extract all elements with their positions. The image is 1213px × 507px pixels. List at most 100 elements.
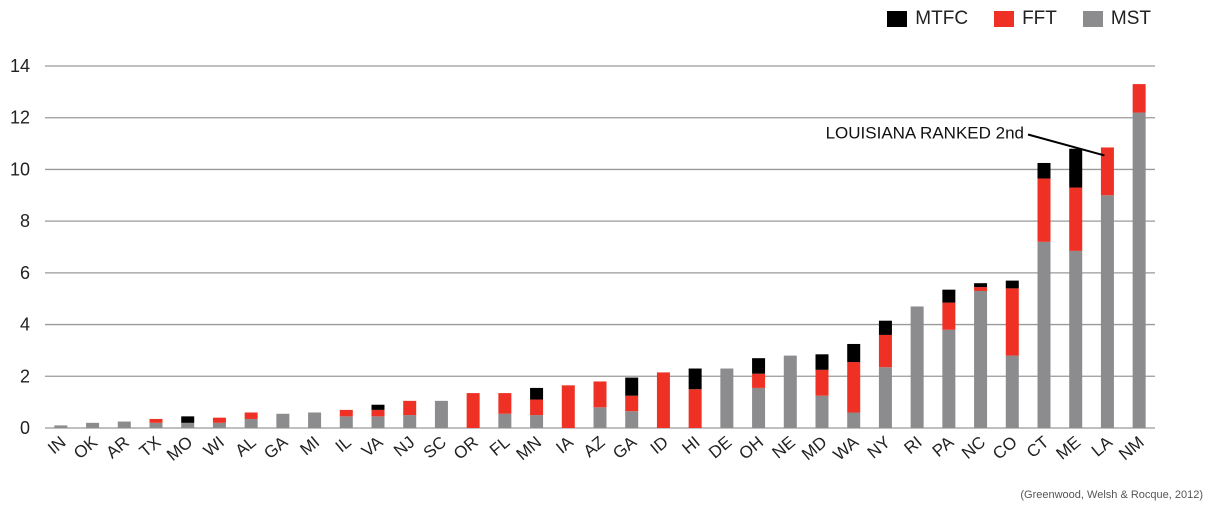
bar-segment-fft	[403, 400, 417, 416]
bar-segment-fft	[1100, 147, 1114, 196]
x-tick-label: CO	[989, 433, 1021, 464]
x-tick-label: GA	[260, 432, 292, 463]
x-tick-label: FL	[486, 433, 513, 460]
bar-segment-mtfc	[1037, 162, 1051, 179]
x-tick-label: OK	[70, 432, 102, 463]
legend-swatch-mst	[1082, 11, 1103, 27]
bar-segment-mtfc	[752, 358, 766, 374]
source-citation: (Greenwood, Welsh & Rocque, 2012)	[1020, 489, 1203, 501]
legend-item-fft: FFT	[994, 8, 1057, 30]
x-tick-label: ME	[1053, 433, 1085, 464]
bar-segment-mst	[308, 412, 322, 428]
bar-segment-mst	[1037, 241, 1051, 428]
bar-segment-mst	[54, 425, 68, 428]
bar-segment-fft	[1132, 84, 1146, 113]
x-tick-label: WI	[200, 433, 228, 461]
bar-segment-fft	[530, 399, 544, 416]
bar-segment-mst	[149, 422, 163, 428]
bar-segment-mst	[1069, 250, 1083, 428]
bar-segment-mst	[593, 407, 607, 428]
bar-segment-fft	[339, 409, 353, 417]
x-tick-label: IN	[44, 433, 69, 458]
x-tick-label: NJ	[390, 433, 418, 461]
x-tick-label: IL	[332, 433, 355, 457]
y-tick-label: 12	[10, 108, 30, 128]
x-tick-label: AL	[232, 433, 260, 461]
bar-segment-mst	[498, 413, 512, 428]
bar-segment-mtfc	[878, 320, 892, 335]
bar-segment-mtfc	[625, 377, 639, 396]
y-tick-label: 8	[20, 211, 30, 231]
bar-segment-mst	[371, 416, 385, 428]
x-tick-label: DE	[705, 433, 735, 463]
bar-segment-fft	[593, 381, 607, 408]
bar-segment-mst	[434, 400, 448, 428]
bar-segment-mtfc	[942, 289, 956, 303]
chart-legend: MTFC FFT MST	[861, 8, 1151, 30]
x-tick-label: NM	[1115, 433, 1147, 465]
bar-segment-mst	[878, 367, 892, 428]
bar-segment-fft	[688, 389, 702, 428]
bar-segment-mtfc	[1005, 280, 1019, 289]
x-tick-label: NY	[864, 433, 894, 463]
bar-segment-fft	[815, 369, 829, 396]
x-tick-label: SC	[420, 433, 450, 463]
bar-segment-mst	[815, 395, 829, 428]
bar-segment-fft	[466, 393, 480, 428]
annotation-label: LOUISIANA RANKED 2nd	[826, 123, 1024, 142]
x-tick-label: IA	[552, 432, 577, 457]
bar-segment-fft	[1069, 187, 1083, 251]
legend-item-mst: MST	[1082, 8, 1151, 30]
bar-segment-mtfc	[181, 416, 195, 423]
bar-segment-fft	[1037, 178, 1051, 242]
bar-segment-fft	[371, 409, 385, 417]
bar-segment-mtfc	[815, 354, 829, 370]
bar-segment-fft	[212, 417, 226, 423]
bar-segment-mst	[974, 290, 988, 428]
x-tick-label: NC	[958, 433, 989, 463]
bar-segment-mst	[117, 421, 131, 428]
bar-segment-mst	[1132, 112, 1146, 429]
bar-segment-fft	[1005, 288, 1019, 356]
bar-segment-mtfc	[847, 343, 861, 363]
y-tick-label: 4	[20, 315, 30, 335]
x-tick-label: HI	[678, 433, 703, 458]
bar-segment-mst	[403, 415, 417, 428]
legend-item-mtfc: MTFC	[887, 8, 968, 30]
annotation-pointer	[1027, 133, 1105, 157]
x-tick-label: WA	[830, 432, 863, 464]
bar-segment-mst	[625, 411, 639, 428]
bar-segment-fft	[244, 412, 258, 419]
bar-segment-mst	[276, 413, 290, 428]
bar-segment-mtfc	[371, 404, 385, 410]
bar-segment-fft	[878, 334, 892, 368]
x-tick-label: GA	[609, 432, 641, 463]
bar-segment-mst	[86, 422, 100, 428]
x-tick-label: TX	[136, 433, 165, 462]
legend-label-mtfc: MTFC	[915, 8, 969, 29]
x-tick-label: VA	[358, 432, 387, 461]
bar-segment-mtfc	[974, 283, 988, 288]
bar-segment-fft	[656, 372, 670, 428]
y-tick-label: 10	[10, 159, 30, 179]
bar-segment-mst	[783, 355, 797, 428]
legend-label-fft: FFT	[1022, 8, 1057, 29]
bar-segment-mst	[339, 416, 353, 428]
bar-segment-mst	[212, 422, 226, 428]
bar-segment-mst	[530, 415, 544, 428]
legend-swatch-fft	[994, 11, 1015, 27]
x-tick-label: OH	[735, 433, 767, 464]
bar-segment-mtfc	[688, 368, 702, 390]
x-tick-label: RI	[900, 433, 925, 458]
y-tick-label: 14	[10, 56, 30, 76]
bar-segment-mst	[752, 387, 766, 428]
bar-segment-fft	[625, 395, 639, 412]
bar-segment-mst	[847, 412, 861, 428]
y-tick-label: 2	[20, 366, 30, 386]
bar-segment-fft	[974, 287, 988, 291]
x-tick-label: AZ	[580, 433, 609, 462]
legend-swatch-mtfc	[887, 11, 908, 27]
bar-segment-mst	[1005, 355, 1019, 428]
bar-segment-fft	[942, 302, 956, 330]
